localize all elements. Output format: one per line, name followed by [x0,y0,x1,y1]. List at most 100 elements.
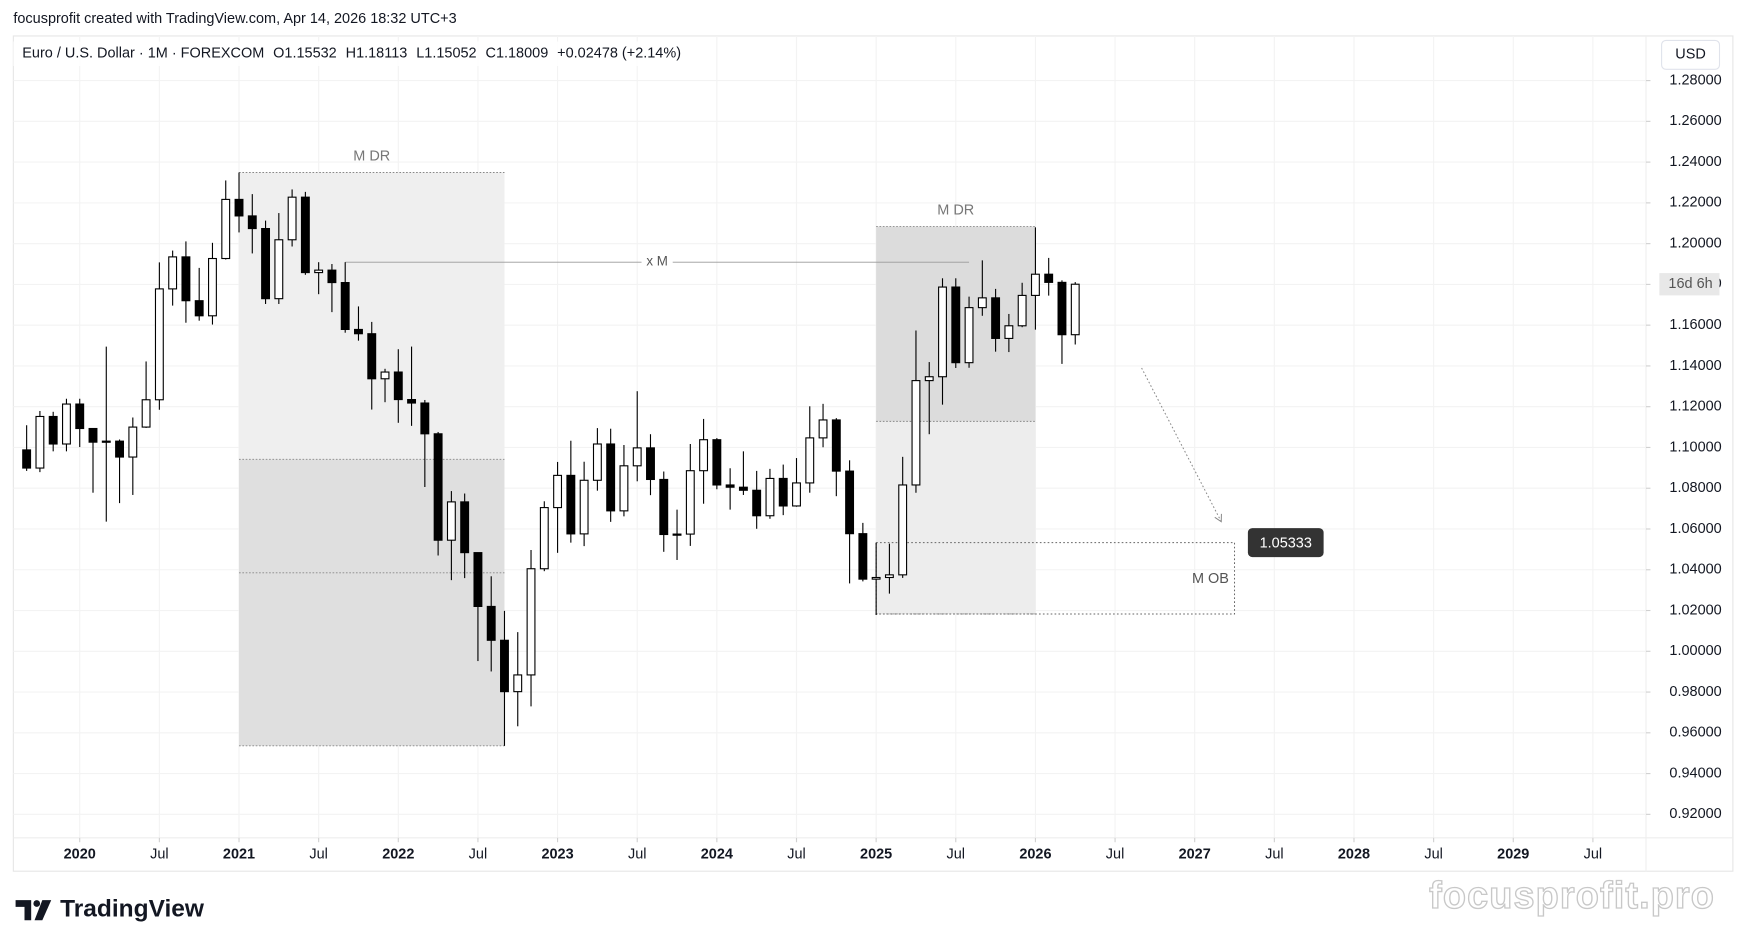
caption: focusprofit created with TradingView.com… [13,11,456,27]
x-tick-label: Jul [309,846,328,862]
candle-body [340,282,350,331]
candle-body [619,465,629,512]
countdown: 16d 6h [1668,276,1712,292]
candle-body [141,399,151,428]
x-tick-label: 2028 [1338,846,1370,862]
candle-body [433,433,443,541]
candle-body [208,257,217,317]
candle-body [407,399,417,404]
legend-background [13,41,704,67]
candle-body [778,477,788,507]
candle-body [247,215,257,230]
price-label-bg [1247,528,1324,558]
zone-upper [239,172,505,460]
x-tick-label: Jul [1424,846,1443,862]
candle-body [884,574,894,579]
order-block-label: M OB [1192,571,1229,587]
candle-body [1057,281,1067,336]
candle-body [951,286,961,364]
candle-body [22,449,32,469]
x-tick-label: Jul [1265,846,1284,862]
ohlc-value: C1.18009 [486,46,549,62]
candle-body [314,269,324,274]
candle-body [500,639,509,693]
candle-body [699,439,709,472]
candle-body [592,443,602,481]
ohlc-value: L1.15052 [416,46,476,62]
x-tick-label: Jul [150,846,169,862]
x-tick-label: 2020 [64,846,96,862]
watermark: focusprofit.pro [1429,875,1715,917]
candle-body [287,196,297,241]
candle-body [991,297,1001,339]
candle-body [752,489,762,517]
y-tick-label: 0.92000 [1669,806,1721,822]
candle-body [35,415,45,469]
y-tick-label: 1.02000 [1669,602,1721,618]
candle-body [194,300,204,317]
y-tick-label: 1.04000 [1669,562,1721,578]
candle-body [818,419,828,439]
candle-body [738,486,748,491]
candle-body [526,568,536,676]
y-tick-label: 1.08000 [1669,480,1721,496]
drawings: M DR M DR x M M OB [239,149,1236,747]
x-tick-label: 2024 [701,846,733,862]
candle-body [566,474,576,535]
candle-body [274,239,284,300]
candle-body [805,437,815,484]
candle-body [168,256,178,290]
level-label-bg [641,254,673,270]
candle-body [221,198,231,260]
x-tick-label: 2021 [223,846,255,862]
candle-body [632,447,642,467]
y-tick-label: 1.00000 [1669,643,1721,659]
logo-dot [33,900,41,907]
candle-body [446,501,456,541]
logo-mark [34,900,52,921]
logo-mark [15,900,32,921]
candle-body [712,439,722,486]
x-tick-label: Jul [947,846,966,862]
candle-body [858,533,868,580]
x-tick-label: 2022 [382,846,414,862]
candle-body [354,328,363,335]
candle-body [659,478,669,536]
currency[interactable]: USD [1675,47,1706,63]
candle-body [181,256,191,302]
ohlc-value: +0.02478 (+2.14%) [557,46,681,62]
candle-body [62,403,71,445]
countdown-bg [1659,273,1720,296]
arrow-head [1214,513,1222,523]
y-tick-label: 1.14000 [1669,358,1721,374]
candle-body [460,501,470,554]
candle-body [831,419,841,472]
candle-body [115,440,125,458]
currency-button[interactable] [1661,39,1721,70]
symbol: Euro / U.S. Dollar · 1M · FOREXCOM [22,46,264,62]
y-tick-label: 1.28000 [1669,72,1721,88]
candle-body [154,288,164,401]
level-label: x M [646,254,668,269]
y-tick-label: 1.16000 [1669,317,1721,333]
y-tick-label: 1.26000 [1669,113,1721,129]
candle-body [367,333,377,380]
candle-body [393,371,403,401]
candle-body [685,470,695,535]
x-tick-label: Jul [787,846,806,862]
candle-body [725,484,735,488]
candle-body [911,380,921,486]
x-tick-label: 2025 [860,846,892,862]
tradingview-logo: TradingView [15,896,205,923]
candle-body [553,474,563,509]
candle-body [964,307,974,364]
candle-body [486,605,496,641]
candle-body [48,415,58,445]
y-tick-label: 1.22000 [1669,195,1721,211]
candle-body [977,297,987,309]
y-tick-label: 1.06000 [1669,521,1721,537]
candle-body [75,403,85,430]
candle-body [606,443,616,512]
